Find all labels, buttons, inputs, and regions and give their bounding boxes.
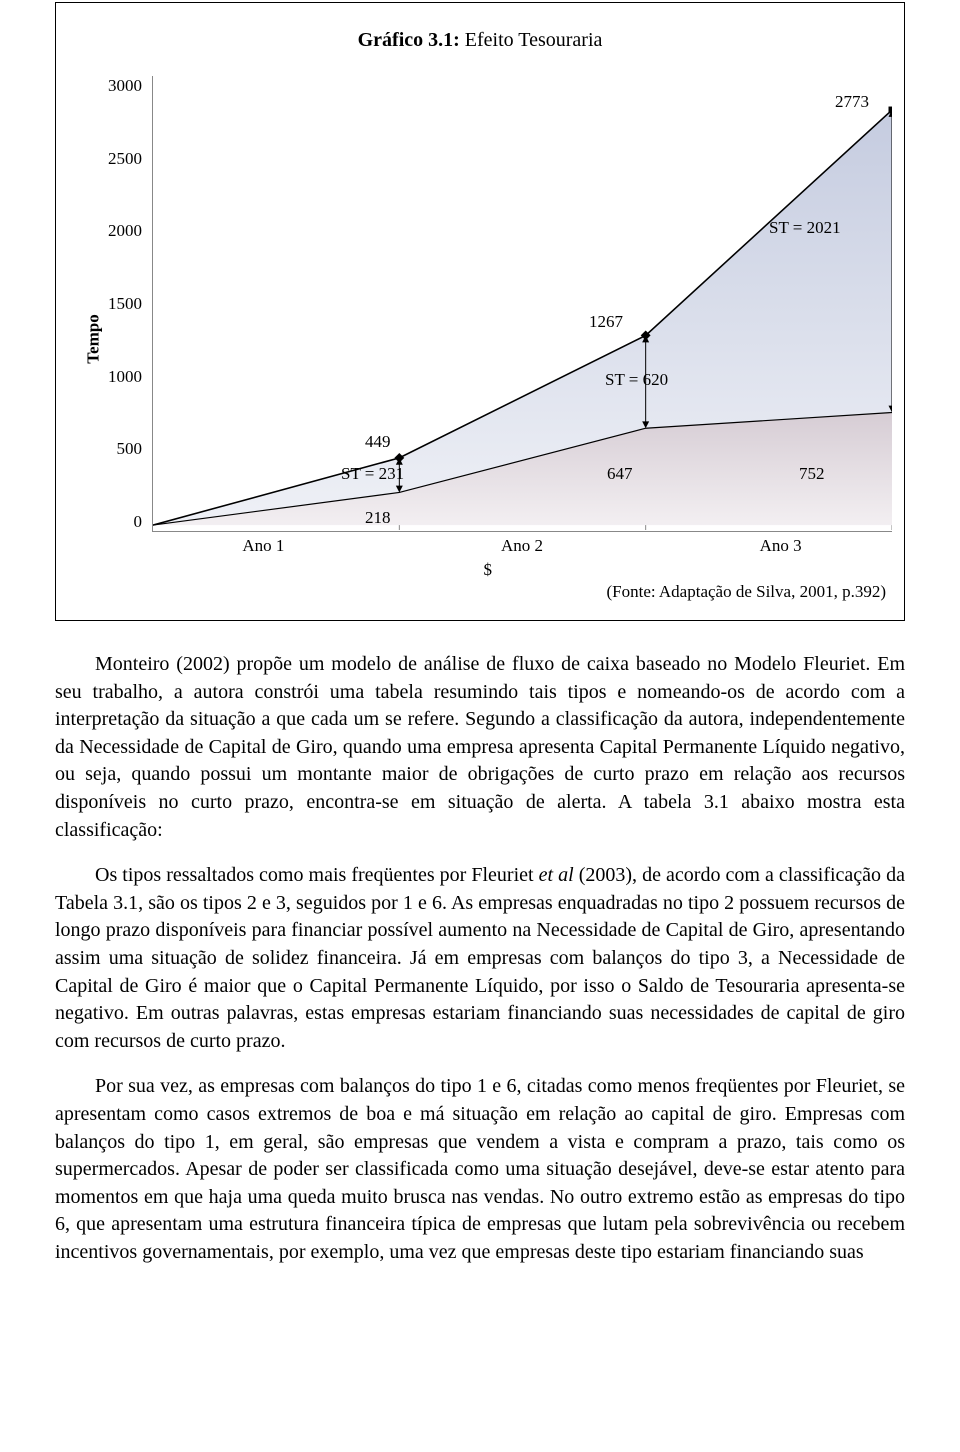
y-axis-label: Tempo [84,314,104,363]
ytick: 2500 [108,149,142,169]
xtick: Ano 2 [399,536,646,556]
chart-annotation: 218 [365,508,391,528]
ytick: 2000 [108,221,142,241]
plot-area: 2773 ST = 2021 1267 ST = 620 449 ST = 231 647 7… [152,76,892,532]
ytick: 3000 [108,76,142,96]
x-axis-ticks: Ano 1 Ano 2 Ano 3 [152,536,892,556]
chart-annotation: ST = 620 [605,370,668,390]
chart-annotation: ST = 2021 [769,218,841,238]
body-text: Monteiro (2002) propõe um modelo de anál… [55,651,905,1266]
chart-annotation: 647 [607,464,633,484]
chart-annotation: 752 [799,464,825,484]
chart-title: Gráfico 3.1: Efeito Tesouraria [80,29,880,52]
ytick: 1500 [108,294,142,314]
paragraph: Os tipos ressaltados como mais freqüente… [55,862,905,1055]
x-currency: $ [152,560,522,580]
chart-annotation: 1267 [589,312,623,332]
y-axis-ticks: 3000 2500 2000 1500 1000 500 0 [108,76,150,532]
chart-title-prefix: Gráfico 3.1: [358,29,460,51]
xtick: Ano 1 [140,536,387,556]
ylabel-container: Tempo [80,76,108,602]
chart-annotation: ST = 231 [341,464,404,484]
x-currency-line: $ [152,560,892,580]
ytick: 1000 [108,367,142,387]
paragraph: Por sua vez, as empresas com balanços do… [55,1073,905,1266]
chart-title-suffix: Efeito Tesouraria [460,29,603,51]
paragraph: Monteiro (2002) propõe um modelo de anál… [55,651,905,844]
xtick: Ano 3 [657,536,904,556]
chart-container: Gráfico 3.1: Efeito Tesouraria Tempo 300… [55,2,905,621]
chart-annotation: 449 [365,432,391,452]
ytick: 500 [117,439,143,459]
ytick: 0 [134,512,143,532]
chart-source: (Fonte: Adaptação de Silva, 2001, p.392) [152,582,892,602]
chart-annotation: 2773 [835,92,869,112]
